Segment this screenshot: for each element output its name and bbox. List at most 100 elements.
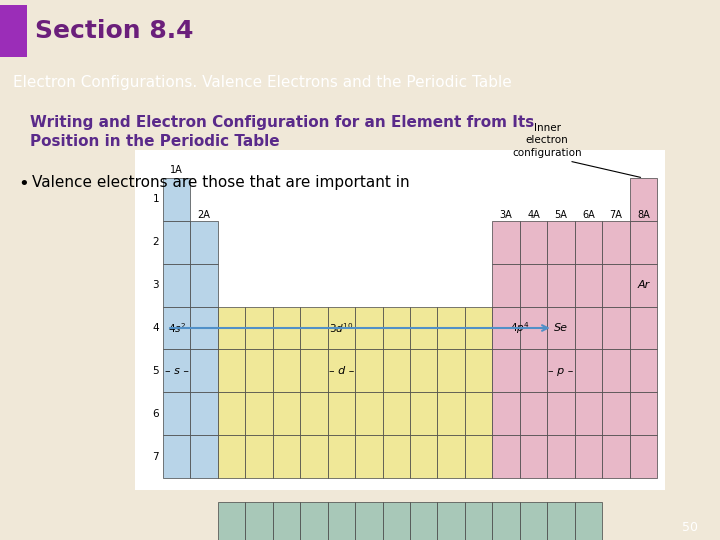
Bar [218, 307, 246, 349]
Text: 5: 5 [153, 366, 159, 376]
Text: Se: Se [554, 323, 568, 333]
Bar [629, 435, 657, 478]
Bar [492, 307, 520, 349]
Bar [575, 392, 602, 435]
Bar [273, 307, 300, 349]
Bar [273, 349, 300, 392]
Bar [246, 392, 273, 435]
Text: Writing and Electron Configuration for an Element from Its
Position in the Perio: Writing and Electron Configuration for a… [30, 114, 534, 150]
Bar [382, 502, 410, 540]
Bar [492, 264, 520, 307]
Bar [355, 349, 382, 392]
Bar [520, 221, 547, 264]
Text: 4: 4 [153, 323, 159, 333]
Text: Valence electrons are those that are important in: Valence electrons are those that are imp… [32, 174, 410, 190]
Bar [355, 502, 382, 540]
Bar [410, 435, 438, 478]
Bar [547, 307, 575, 349]
Bar [328, 435, 355, 478]
Bar [547, 221, 575, 264]
Bar [520, 349, 547, 392]
Bar [465, 392, 492, 435]
Bar [629, 349, 657, 392]
Text: 50: 50 [683, 521, 698, 535]
Bar [438, 435, 465, 478]
Bar [547, 435, 575, 478]
Bar [191, 349, 218, 392]
Bar [191, 307, 218, 349]
Bar [191, 392, 218, 435]
Bar [355, 392, 382, 435]
Bar [602, 221, 629, 264]
Text: 2A: 2A [198, 210, 211, 220]
Bar [520, 392, 547, 435]
Text: 5A: 5A [554, 210, 567, 220]
Bar [300, 349, 328, 392]
Bar [191, 435, 218, 478]
Bar [520, 264, 547, 307]
Bar [575, 502, 602, 540]
Bar [328, 349, 355, 392]
Bar [492, 349, 520, 392]
Bar [191, 221, 218, 264]
Bar [355, 435, 382, 478]
Bar [163, 178, 191, 221]
Text: Electron Configurations. Valence Electrons and the Periodic Table: Electron Configurations. Valence Electro… [13, 75, 512, 90]
Text: •: • [18, 174, 29, 193]
Bar [218, 502, 246, 540]
Text: 3: 3 [153, 280, 159, 290]
Bar [465, 307, 492, 349]
Bar [163, 264, 191, 307]
Bar [300, 307, 328, 349]
Bar [218, 435, 246, 478]
Bar [355, 307, 382, 349]
Bar [163, 221, 191, 264]
Bar [438, 502, 465, 540]
Bar [575, 264, 602, 307]
Bar [328, 502, 355, 540]
Bar [602, 307, 629, 349]
Bar [135, 150, 665, 490]
Bar [246, 349, 273, 392]
Bar [246, 307, 273, 349]
Text: Inner
electron
configuration: Inner electron configuration [513, 123, 582, 158]
Bar [163, 349, 191, 392]
Bar [438, 307, 465, 349]
Bar [191, 264, 218, 307]
Bar [492, 392, 520, 435]
Bar [602, 349, 629, 392]
Bar [465, 435, 492, 478]
Text: 3A: 3A [500, 210, 513, 220]
Text: – p –: – p – [548, 366, 574, 376]
Bar [273, 435, 300, 478]
Bar [575, 349, 602, 392]
Bar [575, 307, 602, 349]
Bar [246, 502, 273, 540]
Text: 7A: 7A [609, 210, 622, 220]
Bar [163, 435, 191, 478]
Text: $3d^{10}$: $3d^{10}$ [329, 321, 354, 335]
Bar [300, 392, 328, 435]
Bar [575, 221, 602, 264]
Text: 4A: 4A [527, 210, 540, 220]
Bar [629, 307, 657, 349]
Text: $4s^2$: $4s^2$ [168, 321, 186, 335]
Bar [410, 307, 438, 349]
Bar [629, 221, 657, 264]
Text: Ar: Ar [637, 280, 649, 290]
Bar [629, 264, 657, 307]
Bar [328, 392, 355, 435]
Bar [328, 307, 355, 349]
Bar [300, 502, 328, 540]
Bar [602, 435, 629, 478]
Bar [382, 349, 410, 392]
Bar [410, 392, 438, 435]
Text: 7: 7 [153, 451, 159, 462]
Bar [382, 392, 410, 435]
Bar [218, 392, 246, 435]
Bar [602, 264, 629, 307]
Text: – s –: – s – [165, 366, 189, 376]
Bar [547, 502, 575, 540]
Bar [602, 392, 629, 435]
Bar [465, 349, 492, 392]
